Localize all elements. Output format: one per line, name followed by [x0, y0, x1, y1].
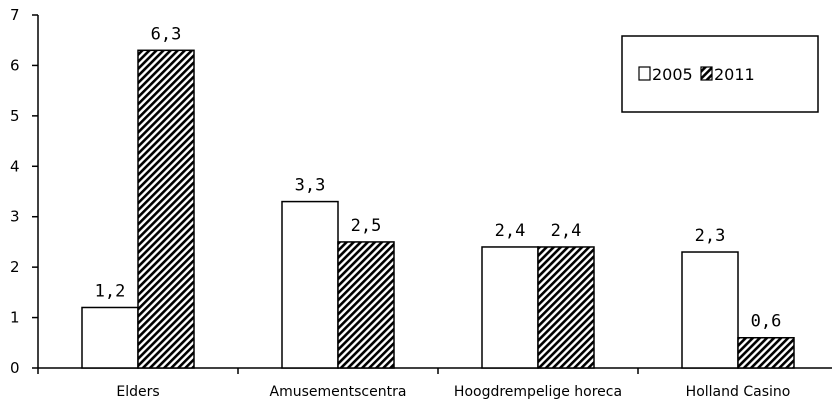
legend-box	[621, 35, 819, 113]
y-tick-label: 4	[10, 157, 20, 175]
data-label: 0,6	[751, 312, 782, 332]
category-label: Holland Casino	[686, 384, 791, 400]
data-label: 2,4	[495, 221, 526, 241]
y-tick-label: 0	[10, 359, 20, 377]
y-tick-label: 3	[10, 208, 20, 226]
data-label: 3,3	[295, 176, 326, 196]
y-tick-label: 6	[10, 56, 20, 74]
legend-swatch-2011	[700, 66, 713, 81]
bars	[81, 49, 795, 369]
legend-swatch-2005	[638, 66, 651, 81]
legend-label-2005: 2005	[652, 65, 693, 84]
bar-2005	[281, 200, 339, 369]
legend-label-2011: 2011	[714, 65, 755, 84]
bar-2011	[137, 49, 195, 369]
bar-2005	[81, 306, 139, 369]
data-label: 2,5	[351, 216, 382, 236]
y-tick-label: 1	[10, 309, 20, 327]
data-label: 2,4	[551, 221, 582, 241]
category-label: Elders	[116, 384, 159, 400]
bar-2005	[481, 246, 539, 369]
data-label: 1,2	[95, 281, 126, 301]
y-tick-label: 5	[10, 107, 20, 125]
bar-2011	[337, 241, 395, 369]
legend: 2005 2011	[621, 35, 819, 113]
category-label: Amusementscentra	[270, 384, 407, 400]
data-label: 6,3	[151, 24, 182, 44]
data-labels: 1,2 3,3 2,4 2,3 6,3 2,5 2,4 0,6	[95, 24, 782, 331]
data-label: 2,3	[695, 226, 726, 246]
y-tick-label: 2	[10, 258, 20, 276]
bar-2005	[681, 251, 739, 369]
y-tick-label: 7	[10, 6, 20, 24]
bar-2011	[537, 246, 595, 369]
category-label: Hoogdrempelige horeca	[454, 384, 622, 400]
bar-2011	[737, 336, 795, 369]
